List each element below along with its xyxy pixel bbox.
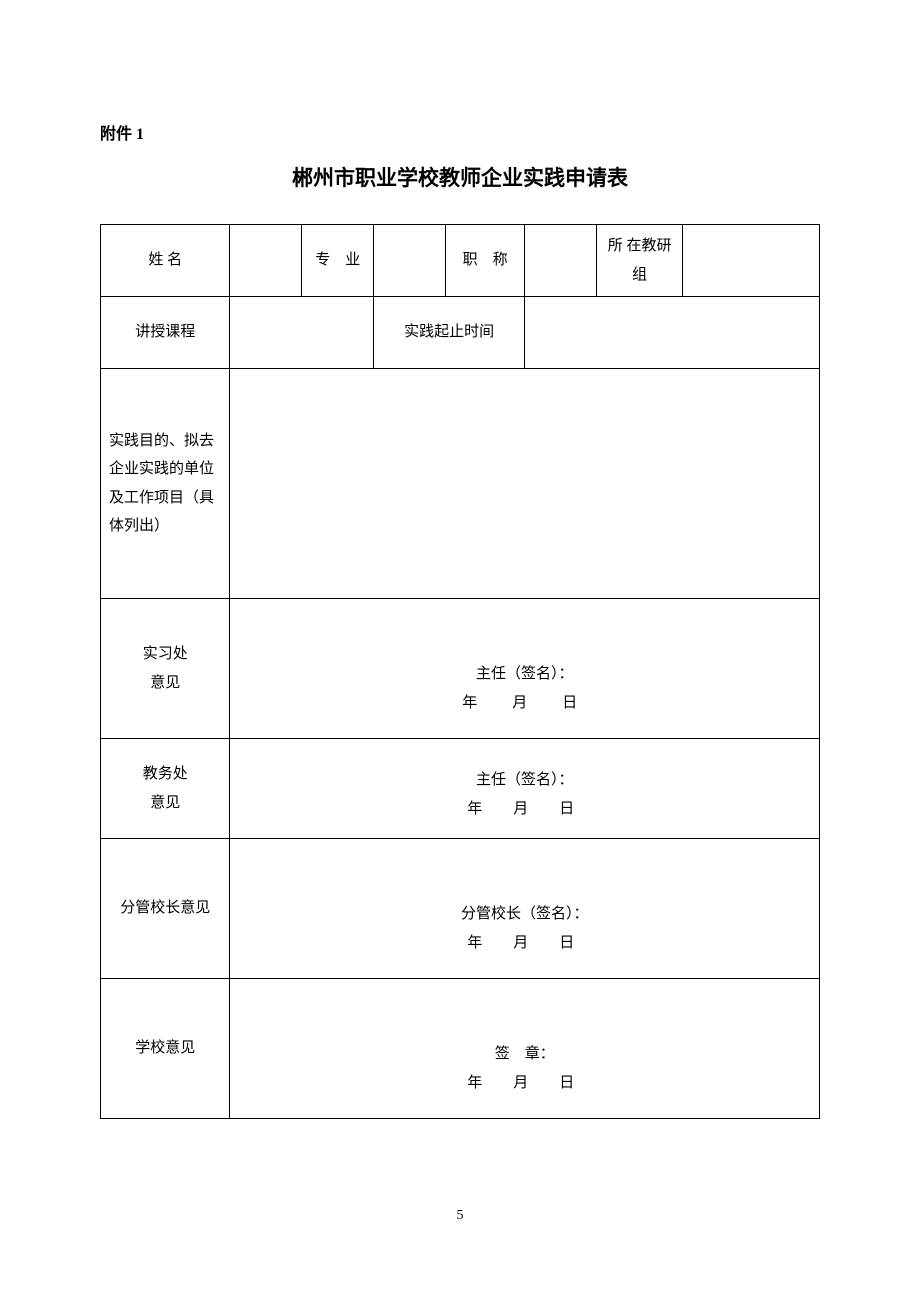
value-period (525, 297, 820, 369)
school-opinion-sigcell: 签 章： 年 月 日 (230, 979, 820, 1119)
value-jobtitle (525, 225, 597, 297)
row-school-opinion: 学校意见 签 章： 年 月 日 (101, 979, 820, 1119)
value-course (230, 297, 374, 369)
academic-director-signature-label: 主任（签名）： (238, 766, 811, 795)
row-course-period: 讲授课程 实践起止时间 (101, 297, 820, 369)
academic-date-label: 年 月 日 (238, 795, 811, 824)
label-group: 所 在教研组 (597, 225, 683, 297)
form-title: 郴州市职业学校教师企业实践申请表 (100, 162, 820, 192)
value-major (374, 225, 446, 297)
row-internship-opinion: 实习处 意见 主任（签名）： 年 月 日 (101, 599, 820, 739)
label-purpose: 实践目的、拟去企业实践的单位及工作项目（具体列出） (101, 369, 230, 599)
label-internship-opinion-l1: 实习处 (109, 640, 221, 669)
row-basic-info: 姓 名 专 业 职 称 所 在教研组 (101, 225, 820, 297)
row-viceprincipal-opinion: 分管校长意见 分管校长（签名）： 年 月 日 (101, 839, 820, 979)
academic-opinion-sigcell: 主任（签名）： 年 月 日 (230, 739, 820, 839)
attachment-label: 附件 1 (100, 120, 820, 144)
viceprincipal-date-label: 年 月 日 (238, 929, 811, 958)
value-name (230, 225, 302, 297)
label-school-opinion: 学校意见 (101, 979, 230, 1119)
internship-opinion-sigcell: 主任（签名）： 年 月 日 (230, 599, 820, 739)
label-major: 专 业 (302, 225, 374, 297)
school-date-label: 年 月 日 (238, 1069, 811, 1098)
value-group (683, 225, 820, 297)
viceprincipal-signature-label: 分管校长（签名）： (238, 900, 811, 929)
page-number: 5 (0, 1208, 920, 1224)
page-container: 附件 1 郴州市职业学校教师企业实践申请表 姓 名 专 业 职 称 所 在教研组… (0, 0, 920, 1119)
label-name: 姓 名 (101, 225, 230, 297)
label-viceprincipal-opinion: 分管校长意见 (101, 839, 230, 979)
application-form-table: 姓 名 专 业 职 称 所 在教研组 讲授课程 实践起止时间 实践目的、拟去企业… (100, 224, 820, 1119)
internship-date-label: 年 月 日 (238, 689, 811, 718)
label-internship-opinion-l2: 意见 (109, 669, 221, 698)
value-purpose (230, 369, 820, 599)
label-academic-opinion-l1: 教务处 (109, 760, 221, 789)
viceprincipal-opinion-sigcell: 分管校长（签名）： 年 月 日 (230, 839, 820, 979)
label-academic-opinion: 教务处 意见 (101, 739, 230, 839)
row-academic-opinion: 教务处 意见 主任（签名）： 年 月 日 (101, 739, 820, 839)
label-academic-opinion-l2: 意见 (109, 789, 221, 818)
school-seal-label: 签 章： (238, 1040, 811, 1069)
label-course: 讲授课程 (101, 297, 230, 369)
label-jobtitle: 职 称 (446, 225, 525, 297)
internship-director-signature-label: 主任（签名）： (238, 660, 811, 689)
row-purpose: 实践目的、拟去企业实践的单位及工作项目（具体列出） (101, 369, 820, 599)
label-period: 实践起止时间 (374, 297, 525, 369)
label-internship-opinion: 实习处 意见 (101, 599, 230, 739)
